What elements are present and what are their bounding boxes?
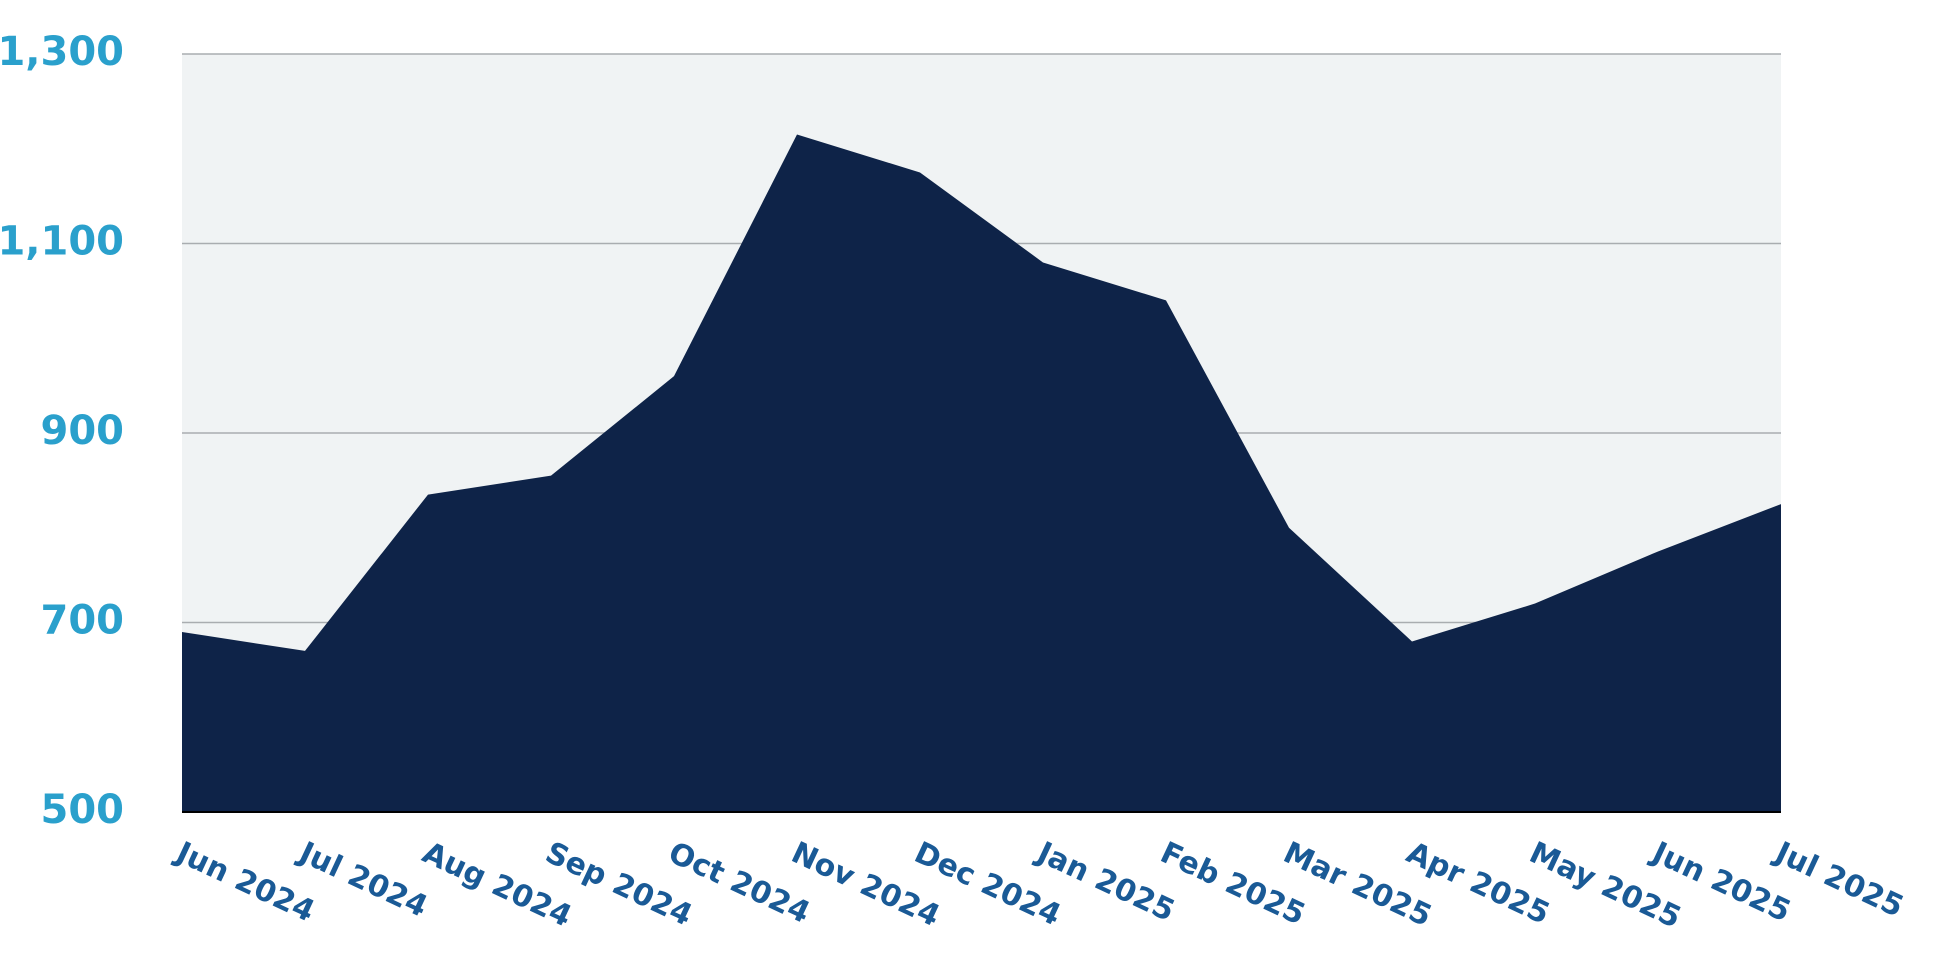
- area: [182, 134, 1781, 813]
- x-tick-label: Jun 2024: [169, 834, 320, 929]
- y-tick-label: 1,100: [0, 219, 124, 265]
- y-tick-label: 1,300: [0, 29, 124, 75]
- y-tick-label: 500: [41, 787, 125, 833]
- y-tick-label: 900: [41, 408, 125, 454]
- y-tick-label: 700: [41, 598, 125, 644]
